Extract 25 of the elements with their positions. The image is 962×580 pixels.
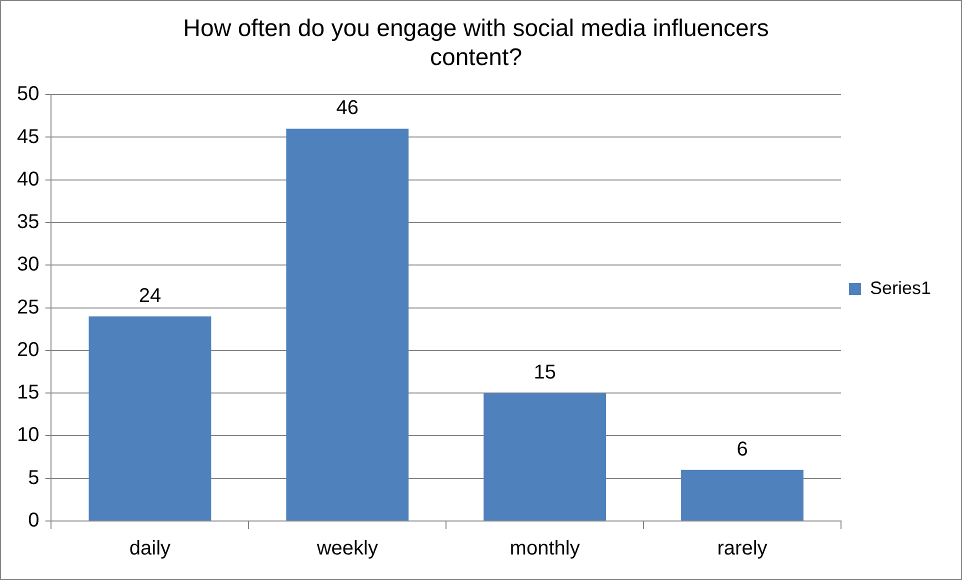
x-tick-label: daily xyxy=(129,538,171,560)
y-tick-label: 25 xyxy=(16,296,40,318)
data-label: 24 xyxy=(138,284,162,307)
bar xyxy=(484,393,606,520)
y-tick-label: 20 xyxy=(16,338,40,361)
y-tick-label: 35 xyxy=(16,211,40,234)
y-tick-label: 0 xyxy=(28,510,40,532)
data-label: 15 xyxy=(534,362,556,384)
bar xyxy=(88,316,212,520)
y-tick-label: 30 xyxy=(16,254,40,276)
bar xyxy=(286,128,409,520)
data-label: 46 xyxy=(336,97,359,120)
legend-label: Series1 xyxy=(870,278,931,298)
y-tick-label: 45 xyxy=(16,126,40,148)
y-tick-label: 5 xyxy=(28,466,40,489)
bar xyxy=(681,470,804,520)
data-label: 6 xyxy=(736,438,748,460)
chart-title: How often do you engage with social media influencers content? xyxy=(183,15,769,71)
x-tick-label: monthly xyxy=(510,538,580,560)
y-tick-label: 50 xyxy=(16,83,40,106)
x-tick-label: rarely xyxy=(717,538,768,560)
y-tick-label: 10 xyxy=(16,424,40,446)
y-tick-label: 15 xyxy=(16,382,40,404)
y-tick-label: 40 xyxy=(16,168,40,190)
x-tick-label: weekly xyxy=(316,538,378,560)
